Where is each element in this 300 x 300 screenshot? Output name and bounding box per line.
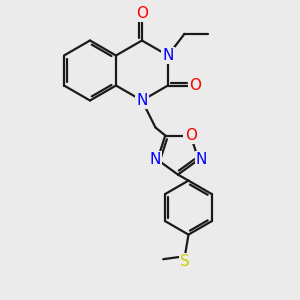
Text: S: S: [180, 254, 190, 269]
Text: N: N: [149, 152, 161, 167]
Text: O: O: [185, 128, 197, 143]
Text: O: O: [190, 78, 202, 93]
Text: N: N: [196, 152, 207, 167]
Text: N: N: [136, 93, 148, 108]
Text: O: O: [136, 6, 148, 21]
Text: N: N: [162, 48, 174, 63]
